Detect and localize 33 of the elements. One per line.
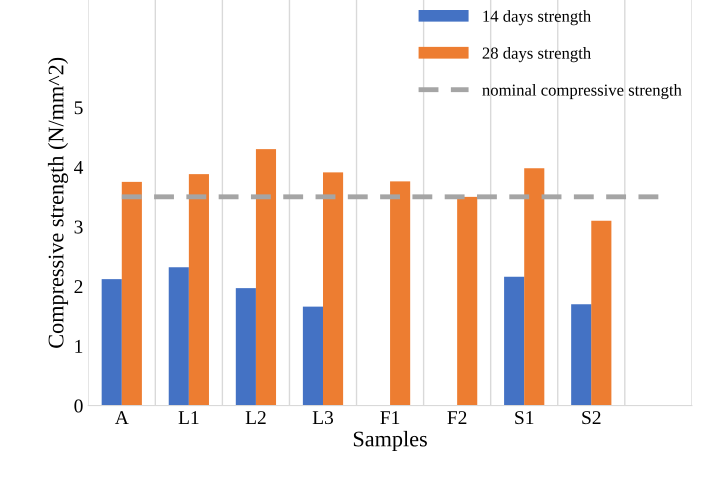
bar (236, 288, 256, 406)
bar (504, 276, 524, 406)
bar (188, 174, 209, 406)
bar (524, 168, 544, 406)
bar (122, 182, 142, 406)
y-tick-label: 5 (74, 101, 83, 114)
x-tick-label: L3 (312, 411, 334, 424)
x-tick-label: S2 (582, 411, 600, 424)
y-tick-label: 2 (74, 280, 82, 294)
bar (322, 172, 344, 406)
bar (102, 279, 122, 406)
legend-label: nominal compressive strength (482, 84, 682, 100)
y-tick-label: 0 (74, 399, 83, 413)
y-tick-label: 3 (74, 220, 83, 234)
bar (168, 267, 189, 406)
x-tick-label: S1 (515, 411, 534, 424)
y-tick-label: 4 (74, 160, 84, 174)
legend-label: 28 days strength (482, 47, 591, 62)
bar (256, 149, 276, 406)
x-axis-title: Samples (354, 430, 427, 452)
x-tick-label: L2 (246, 411, 266, 424)
x-tick-label: A (114, 411, 129, 424)
bar (302, 306, 323, 406)
x-tick-label: L1 (178, 411, 198, 424)
bar (571, 304, 592, 406)
bar (390, 181, 410, 406)
y-tick-label: 1 (75, 340, 82, 353)
bar (457, 196, 478, 406)
x-tick-label: F2 (447, 411, 466, 424)
legend-label: 14 days strength (483, 10, 591, 26)
x-tick-label: F1 (380, 411, 400, 424)
y-axis-title: Compressive strength (N/mm^2) (48, 58, 68, 348)
bar (591, 220, 612, 406)
